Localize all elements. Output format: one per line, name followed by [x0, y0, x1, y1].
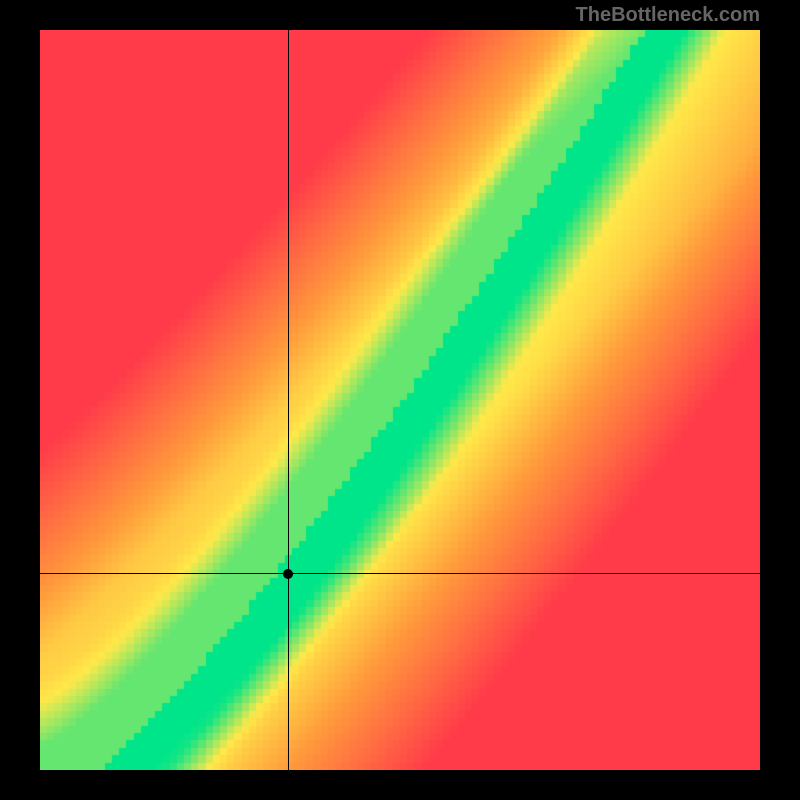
data-point-marker	[283, 569, 293, 579]
heatmap-canvas	[40, 30, 760, 770]
plot-area	[40, 30, 760, 770]
chart-container: TheBottleneck.com	[0, 0, 800, 800]
crosshair-horizontal	[40, 573, 760, 574]
crosshair-vertical	[288, 30, 289, 770]
watermark-text: TheBottleneck.com	[576, 4, 760, 27]
